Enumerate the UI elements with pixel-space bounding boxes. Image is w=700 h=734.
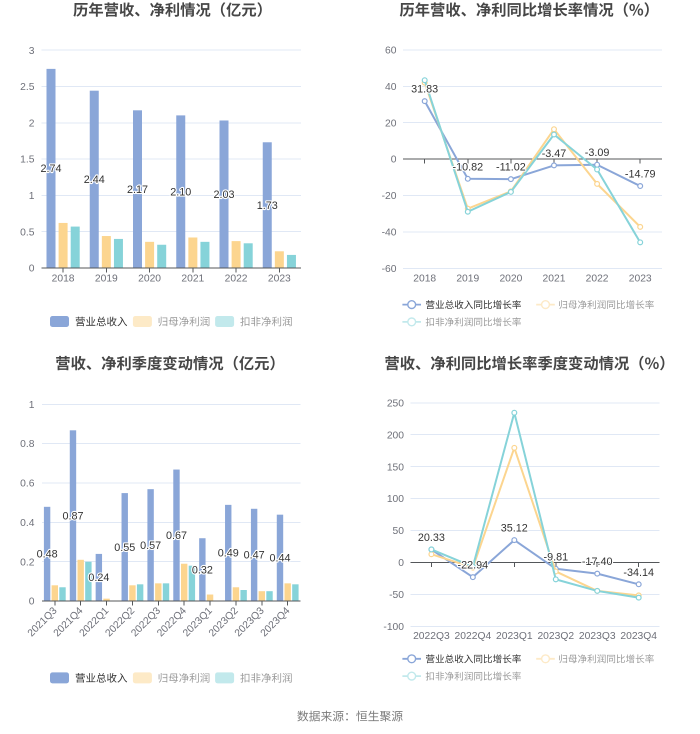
svg-text:-60: -60 (382, 264, 397, 275)
svg-text:31.83: 31.83 (411, 84, 438, 96)
svg-text:2018: 2018 (52, 273, 75, 284)
svg-text:0.32: 0.32 (192, 564, 213, 576)
svg-text:0: 0 (391, 155, 397, 166)
svg-text:-11.02: -11.02 (496, 162, 526, 174)
svg-text:-17.40: -17.40 (582, 556, 613, 568)
svg-text:35.12: 35.12 (501, 523, 528, 535)
svg-text:2021: 2021 (543, 273, 566, 284)
svg-text:1: 1 (29, 191, 35, 202)
svg-text:0: 0 (398, 558, 404, 569)
svg-text:2018: 2018 (413, 273, 436, 284)
svg-text:2021: 2021 (181, 273, 204, 284)
svg-text:2.5: 2.5 (20, 82, 35, 93)
svg-text:-3.47: -3.47 (542, 148, 567, 160)
svg-text:2022: 2022 (225, 273, 248, 284)
svg-text:0.47: 0.47 (244, 550, 265, 562)
svg-text:0.67: 0.67 (166, 530, 187, 542)
svg-text:0: 0 (29, 597, 35, 608)
svg-text:-50: -50 (389, 590, 404, 601)
svg-text:50: 50 (393, 526, 405, 537)
svg-text:2.74: 2.74 (40, 163, 61, 175)
svg-text:2019: 2019 (95, 273, 118, 284)
svg-text:-40: -40 (382, 228, 397, 239)
svg-text:2020: 2020 (138, 273, 161, 284)
svg-text:0.57: 0.57 (140, 540, 161, 552)
svg-text:-100: -100 (383, 622, 404, 633)
svg-text:2023Q3: 2023Q3 (579, 631, 616, 642)
svg-text:1.5: 1.5 (20, 155, 35, 166)
svg-text:100: 100 (387, 494, 404, 505)
svg-text:2023Q1: 2023Q1 (496, 631, 533, 642)
svg-text:2022Q3: 2022Q3 (413, 631, 450, 642)
svg-text:2022: 2022 (586, 273, 609, 284)
svg-text:0.5: 0.5 (20, 227, 35, 238)
svg-text:2023: 2023 (629, 273, 652, 284)
svg-text:-14.79: -14.79 (625, 169, 656, 181)
svg-text:0.48: 0.48 (37, 549, 58, 561)
svg-text:-9.81: -9.81 (543, 551, 568, 563)
svg-text:-3.09: -3.09 (585, 147, 610, 159)
svg-text:-34.14: -34.14 (623, 567, 654, 579)
svg-text:1.73: 1.73 (257, 200, 278, 212)
svg-text:0.2: 0.2 (20, 557, 35, 568)
svg-text:0.4: 0.4 (20, 518, 35, 529)
svg-text:60: 60 (385, 46, 397, 57)
svg-text:0.44: 0.44 (269, 553, 290, 565)
svg-text:20.33: 20.33 (418, 532, 445, 544)
svg-text:2023Q4: 2023Q4 (620, 631, 657, 642)
svg-text:3: 3 (29, 46, 35, 57)
svg-text:2.03: 2.03 (213, 189, 234, 201)
svg-text:2022Q4: 2022Q4 (455, 631, 492, 642)
svg-text:150: 150 (387, 462, 404, 473)
svg-text:0.6: 0.6 (20, 479, 35, 490)
svg-text:20: 20 (385, 118, 397, 129)
svg-text:200: 200 (387, 430, 404, 441)
svg-text:40: 40 (385, 82, 397, 93)
svg-text:2023: 2023 (268, 273, 291, 284)
svg-text:0.24: 0.24 (88, 572, 109, 584)
svg-text:0: 0 (29, 264, 35, 275)
svg-text:-20: -20 (382, 191, 397, 202)
svg-text:2019: 2019 (456, 273, 479, 284)
svg-text:2.44: 2.44 (84, 174, 105, 186)
svg-text:2023Q2: 2023Q2 (537, 631, 574, 642)
svg-text:250: 250 (387, 398, 404, 409)
svg-text:0.87: 0.87 (62, 510, 83, 522)
svg-text:2020: 2020 (499, 273, 522, 284)
svg-text:0.55: 0.55 (114, 542, 135, 554)
svg-text:2.17: 2.17 (127, 184, 148, 196)
svg-text:0.49: 0.49 (218, 548, 239, 560)
svg-text:-10.82: -10.82 (452, 161, 483, 173)
svg-text:2: 2 (29, 118, 35, 129)
svg-text:-22.94: -22.94 (458, 560, 489, 572)
svg-text:1: 1 (29, 400, 35, 411)
svg-text:2.10: 2.10 (170, 186, 191, 198)
svg-text:0.8: 0.8 (20, 439, 35, 450)
